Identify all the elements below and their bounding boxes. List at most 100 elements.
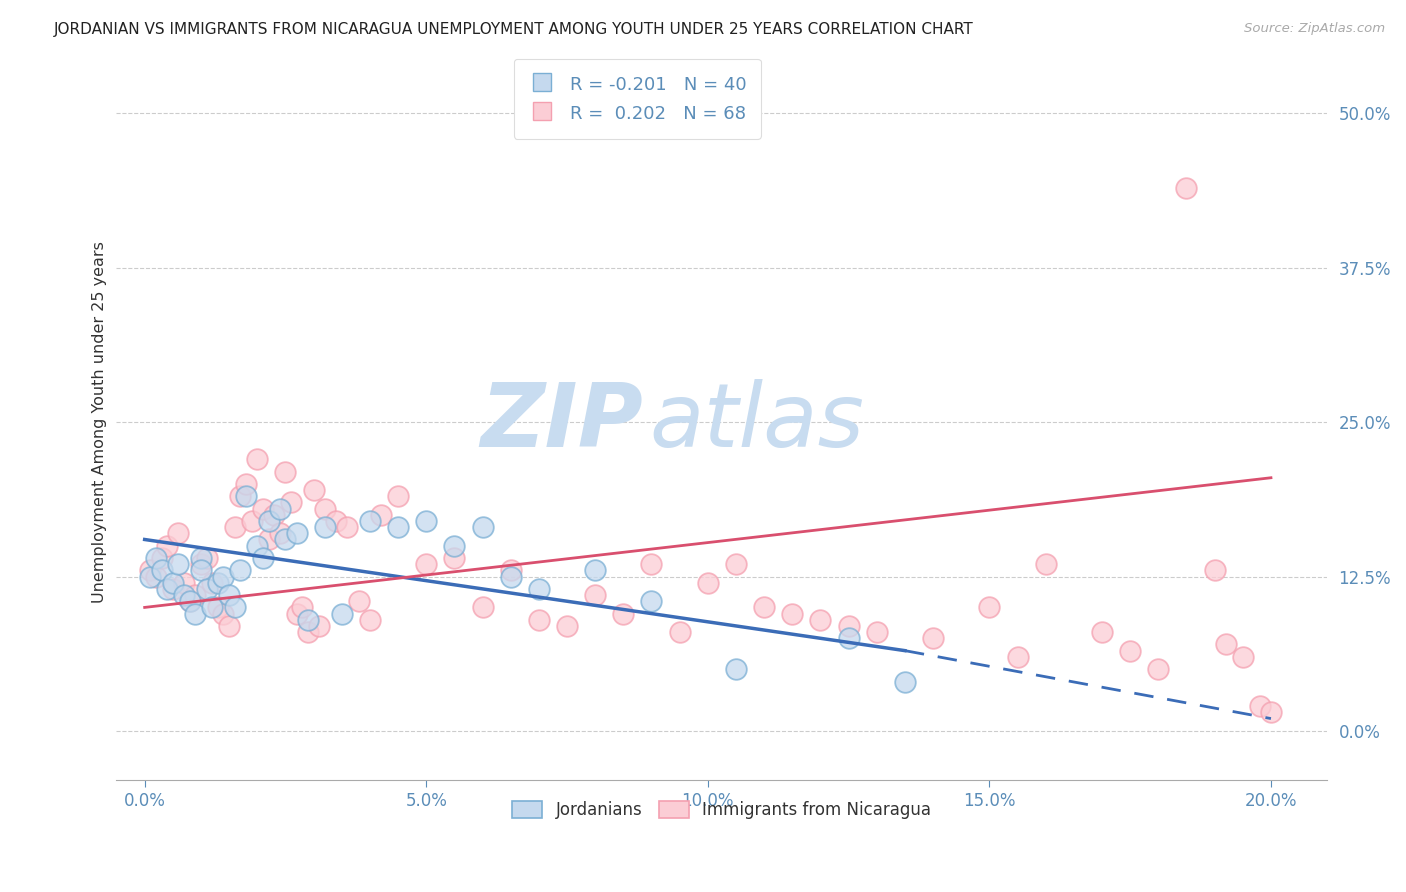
Point [612,607,634,621]
Point [201,575,224,590]
Point [555,619,578,633]
Point [179,594,201,608]
Point [263,508,285,522]
Point [201,600,224,615]
Point [179,594,201,608]
Point [302,483,325,497]
Point [866,625,889,640]
Point [527,582,550,596]
Point [229,489,252,503]
Point [173,588,195,602]
Point [1232,649,1254,664]
Point [246,539,269,553]
Point [190,558,212,572]
Point [640,594,662,608]
Point [235,477,257,491]
Legend: Jordanians, Immigrants from Nicaragua: Jordanians, Immigrants from Nicaragua [506,794,938,826]
Point [145,569,167,583]
Text: JORDANIAN VS IMMIGRANTS FROM NICARAGUA UNEMPLOYMENT AMONG YOUTH UNDER 25 YEARS C: JORDANIAN VS IMMIGRANTS FROM NICARAGUA U… [53,22,973,37]
Point [359,514,381,528]
Point [184,607,207,621]
Point [387,520,409,534]
Point [162,582,184,596]
Point [190,563,212,577]
Point [139,569,162,583]
Point [212,569,235,583]
Point [162,575,184,590]
Point [308,619,330,633]
Y-axis label: Unemployment Among Youth under 25 years: Unemployment Among Youth under 25 years [93,241,107,603]
Point [1119,643,1142,657]
Point [922,632,945,646]
Point [1035,558,1057,572]
Point [314,501,336,516]
Point [838,619,860,633]
Point [207,600,229,615]
Point [330,607,353,621]
Point [1091,625,1114,640]
Point [218,619,240,633]
Point [156,539,179,553]
Point [269,526,291,541]
Point [838,632,860,646]
Point [145,551,167,566]
Point [297,625,319,640]
Point [387,489,409,503]
Point [443,539,465,553]
Point [640,558,662,572]
Point [224,600,246,615]
Point [325,514,347,528]
Point [195,582,218,596]
Text: atlas: atlas [650,379,865,466]
Point [724,558,747,572]
Point [224,520,246,534]
Point [184,588,207,602]
Point [150,563,173,577]
Point [269,501,291,516]
Point [1215,637,1237,651]
Point [979,600,1001,615]
Point [235,489,257,503]
Point [257,514,280,528]
Point [668,625,690,640]
Point [297,613,319,627]
Point [1175,180,1198,194]
Point [499,563,522,577]
Point [252,551,274,566]
Point [443,551,465,566]
Point [1147,662,1170,676]
Point [1249,699,1271,714]
Point [285,526,308,541]
Point [285,607,308,621]
Point [291,600,314,615]
Point [150,551,173,566]
Point [229,563,252,577]
Point [415,514,437,528]
Point [240,514,263,528]
Point [218,588,240,602]
Point [894,674,917,689]
Point [752,600,775,615]
Point [257,533,280,547]
Point [1260,706,1282,720]
Point [415,558,437,572]
Point [156,582,179,596]
Point [583,588,606,602]
Point [696,575,718,590]
Point [370,508,392,522]
Text: ZIP: ZIP [481,379,643,466]
Point [810,613,832,627]
Point [471,520,494,534]
Point [167,558,190,572]
Point [246,452,269,467]
Point [173,575,195,590]
Point [336,520,359,534]
Point [583,563,606,577]
Point [499,569,522,583]
Point [139,563,162,577]
Point [527,613,550,627]
Point [780,607,803,621]
Point [195,551,218,566]
Point [314,520,336,534]
Point [724,662,747,676]
